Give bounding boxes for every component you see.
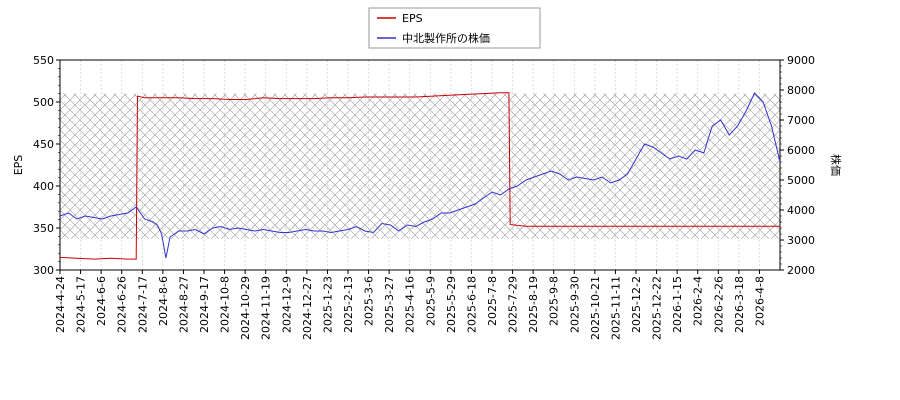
x-tick-label: 2026-2-26 (712, 276, 725, 333)
x-tick-label: 2025-7-8 (486, 276, 499, 326)
y-right-tick-label: 8000 (787, 84, 815, 97)
hatched-bands (60, 93, 780, 239)
x-tick-label: 2025-10-21 (589, 276, 602, 340)
x-tick-label: 2025-12-22 (651, 276, 664, 340)
y-right-tick-label: 6000 (787, 144, 815, 157)
plot-area-frame (59, 59, 781, 271)
legend-label-eps: EPS (402, 12, 423, 25)
legend-box (368, 7, 541, 49)
x-tick-label: 2025-3-6 (363, 276, 376, 326)
x-tick-label: 2025-4-16 (404, 276, 417, 333)
x-tick-label: 2025-8-19 (527, 276, 540, 333)
y-left-tick-label: 300 (33, 264, 54, 277)
y-left-tick-label: 350 (33, 222, 54, 235)
x-tick-label: 2025-9-8 (548, 276, 561, 326)
x-tick-label: 2024-12-27 (301, 276, 314, 340)
x-tick-label: 2024-8-27 (177, 276, 190, 333)
x-tick-label: 2024-4-24 (54, 276, 67, 333)
x-tick-label: 2024-8-6 (157, 276, 170, 326)
series-layer (59, 92, 781, 260)
legend: EPS 中北製作所の株価 (368, 7, 541, 49)
x-tick-label: 2025-11-11 (609, 276, 622, 340)
x-tick-label: 2025-2-13 (342, 276, 355, 333)
x-tick-label: 2026-4-8 (753, 276, 766, 326)
series-line-eps (59, 92, 780, 260)
right-axis: 2000 3000 4000 5000 6000 7000 8000 9000 (780, 54, 815, 277)
x-tick-label: 2024-5-17 (75, 276, 88, 333)
series-line-price (59, 92, 781, 259)
x-tick-label: 2025-5-9 (424, 276, 437, 326)
x-tick-label: 2026-1-15 (671, 276, 684, 333)
y-left-label: EPS (12, 155, 25, 176)
x-tick-label: 2024-6-6 (95, 276, 108, 326)
grid (59, 59, 780, 271)
legend-label-price: 中北製作所の株価 (402, 31, 490, 45)
x-tick-label: 2025-7-29 (507, 276, 520, 333)
y-right-tick-label: 4000 (787, 204, 815, 217)
left-axis: 300 350 400 450 500 550 (33, 54, 60, 277)
x-tick-label: 2024-12-9 (280, 276, 293, 333)
x-tick-label: 2024-7-17 (136, 276, 149, 333)
x-tick-label: 2024-10-29 (239, 276, 252, 340)
y-right-tick-label: 5000 (787, 174, 815, 187)
x-tick-label: 2025-1-23 (321, 276, 334, 333)
x-tick-label: 2025-9-30 (568, 276, 581, 333)
x-axis: 2024-4-24 2024-5-17 2024-6-6 2024-6-26 2024-… (54, 270, 766, 340)
y-right-label: 株価 (829, 154, 843, 176)
x-tick-label: 2026-3-18 (733, 276, 746, 333)
x-tick-label: 2024-10-8 (219, 276, 232, 333)
y-left-tick-label: 500 (33, 96, 54, 109)
y-right-tick-label: 9000 (787, 54, 815, 67)
y-left-tick-label: 550 (33, 54, 54, 67)
x-tick-label: 2026-2-4 (692, 276, 705, 326)
x-tick-label: 2025-12-2 (630, 276, 643, 333)
x-tick-label: 2025-6-18 (465, 276, 478, 333)
y-left-tick-label: 450 (33, 138, 54, 151)
y-right-tick-label: 7000 (787, 114, 815, 127)
y-left-tick-label: 400 (33, 180, 54, 193)
x-tick-label: 2024-9-17 (198, 276, 211, 333)
x-tick-label: 2025-3-27 (383, 276, 396, 333)
y-right-tick-label: 3000 (787, 234, 815, 247)
x-tick-label: 2024-6-26 (116, 276, 129, 333)
hatch-band-main (60, 118, 780, 239)
x-tick-label: 2024-11-19 (260, 276, 273, 340)
y-right-tick-label: 2000 (787, 264, 815, 277)
x-tick-label: 2025-5-29 (445, 276, 458, 333)
